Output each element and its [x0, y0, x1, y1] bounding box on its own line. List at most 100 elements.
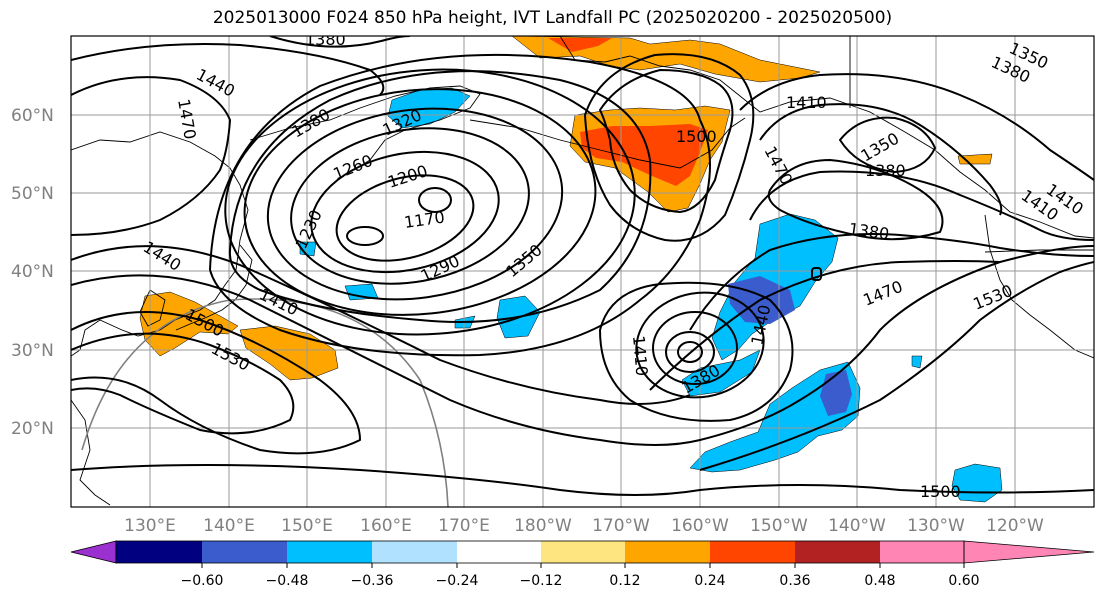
contour-1470-east — [649, 260, 1001, 391]
lon-label-150e: 150°E — [281, 516, 333, 536]
lat-label-20: 20°N — [11, 419, 54, 439]
clabel-17: 1410 — [786, 93, 827, 112]
colorbar-tick-label-0: −0.60 — [181, 573, 224, 589]
colorbar-tick-label-2: −0.36 — [351, 573, 394, 589]
contour-1200 — [335, 174, 475, 262]
colorbar-tick-label-1: −0.48 — [266, 573, 309, 589]
graticule — [71, 36, 1094, 507]
colorbar-right-extension — [963, 540, 1095, 564]
contour-1500-south — [71, 464, 1094, 496]
contour-1530-east — [699, 261, 1094, 471]
contour-1320 — [243, 88, 597, 316]
colorbar-tick-label-9: 0.60 — [948, 573, 979, 589]
colorbar-segment-9 — [880, 541, 964, 563]
colorbar-segment-7 — [710, 541, 795, 563]
contour-1410-main — [209, 53, 711, 357]
map-title: 2025013000 F024 850 hPa height, IVT Land… — [212, 8, 893, 28]
lat-label-50: 50°N — [11, 184, 54, 204]
colorbar-segment-5 — [541, 541, 625, 563]
colorbar-segment-2 — [287, 541, 372, 563]
shade-blue-small-5 — [911, 355, 923, 369]
coastline-korea — [139, 289, 166, 327]
lon-label-120w: 120°W — [986, 516, 1044, 536]
contour-1380-main — [228, 70, 652, 323]
coastline-alaska — [559, 36, 1094, 239]
contour-ridge-1470 — [584, 53, 755, 242]
coastline-asia — [71, 131, 249, 357]
colorbar-segment-8 — [795, 541, 880, 563]
colorbar-tick-label-3: −0.24 — [436, 573, 479, 589]
lon-label-170w: 170°W — [592, 516, 650, 536]
coastline-kamchatka — [249, 85, 481, 171]
contour-small-cell — [811, 267, 822, 281]
height-contours — [71, 36, 1094, 496]
colorbar: −0.60 −0.48 −0.36 −0.24 −0.12 0.12 0.24 … — [70, 540, 1095, 589]
coastline-aleutians — [469, 117, 746, 169]
border-us-canada — [984, 249, 1094, 253]
colorbar-tick-label-5: 0.12 — [609, 573, 640, 589]
contour-trough-1410 — [739, 73, 1094, 181]
shade-orange-east — [957, 153, 993, 165]
contour-low-1410 — [652, 311, 738, 385]
map-panel: 1380 1440 1470 1380 1320 1260 1200 1170 … — [71, 30, 1094, 507]
lon-label-130e: 130°E — [124, 516, 176, 536]
clabel-20: 1380 — [865, 161, 906, 180]
lon-label-180w: 180°W — [514, 516, 572, 536]
contour-1230 — [310, 150, 500, 274]
contour-low-1440 — [635, 291, 765, 399]
latitude-labels: 60°N 50°N 40°N 30°N 20°N — [11, 106, 54, 439]
lon-label-150w: 150°W — [750, 516, 808, 536]
lon-label-170e: 170°E — [438, 516, 490, 536]
contour-1260 — [290, 127, 530, 285]
colorbar-segment-0 — [116, 541, 202, 563]
shade-red-gulf — [580, 124, 708, 186]
coastline-north-america — [984, 214, 1094, 359]
contour-low-1170-b — [346, 226, 384, 246]
colorbar-segment-6 — [625, 541, 710, 563]
clabel-16: 1500 — [676, 127, 717, 146]
colorbar-tick-label-7: 0.36 — [779, 573, 810, 589]
shade-red-top — [548, 38, 612, 52]
contour-1350 — [224, 68, 636, 336]
contour-low-1380-mid — [665, 331, 715, 373]
lat-label-60: 60°N — [11, 106, 54, 126]
contour-1470-top — [71, 76, 231, 236]
map-frame — [70, 35, 1095, 508]
colorbar-segment-4 — [457, 541, 541, 563]
contour-ridge-1500 — [599, 69, 734, 213]
contour-low-1170-a — [418, 187, 452, 213]
contour-1440-east — [689, 233, 1094, 331]
clabel-24: 1410 — [629, 335, 651, 377]
lon-label-160e: 160°E — [360, 516, 412, 536]
colorbar-tick-label-4: −0.12 — [520, 573, 563, 589]
contour-1440-main — [71, 245, 691, 405]
colorbar-segment-3 — [372, 541, 457, 563]
contour-1530 — [71, 332, 295, 435]
lon-label-140w: 140°W — [828, 516, 886, 536]
contour-low-1470 — [599, 281, 794, 422]
clabel-1: 1380 — [305, 30, 346, 49]
contour-low-1380-inner — [677, 341, 703, 363]
longitude-labels: 130°E 140°E 150°E 160°E 170°E 180°W 170°… — [124, 516, 1044, 536]
contour-trough-1350 — [839, 116, 936, 173]
lat-label-40: 40°N — [11, 262, 54, 282]
lat-label-30: 30°N — [11, 341, 54, 361]
contour-1290 — [266, 107, 564, 301]
contour-1500-main — [71, 311, 361, 455]
lon-label-140e: 140°E — [203, 516, 255, 536]
lon-label-160w: 160°W — [671, 516, 729, 536]
clabel-28: 1500 — [920, 482, 961, 501]
colorbar-ticks — [201, 563, 965, 568]
colorbar-outline — [115, 540, 965, 564]
colorbar-segment-1 — [202, 541, 287, 563]
contour-trough-1380 — [759, 103, 1003, 216]
coastline-south-asia — [71, 399, 111, 506]
colorbar-left-extension — [70, 540, 117, 564]
contour-trough-1380-b — [767, 159, 944, 241]
contour-1440-top — [71, 43, 385, 96]
colorbar-tick-label-6: 0.24 — [694, 573, 725, 589]
contour-1470-main — [71, 245, 1094, 446]
lon-label-130w: 130°W — [907, 516, 965, 536]
colorbar-tick-label-8: 0.48 — [864, 573, 895, 589]
